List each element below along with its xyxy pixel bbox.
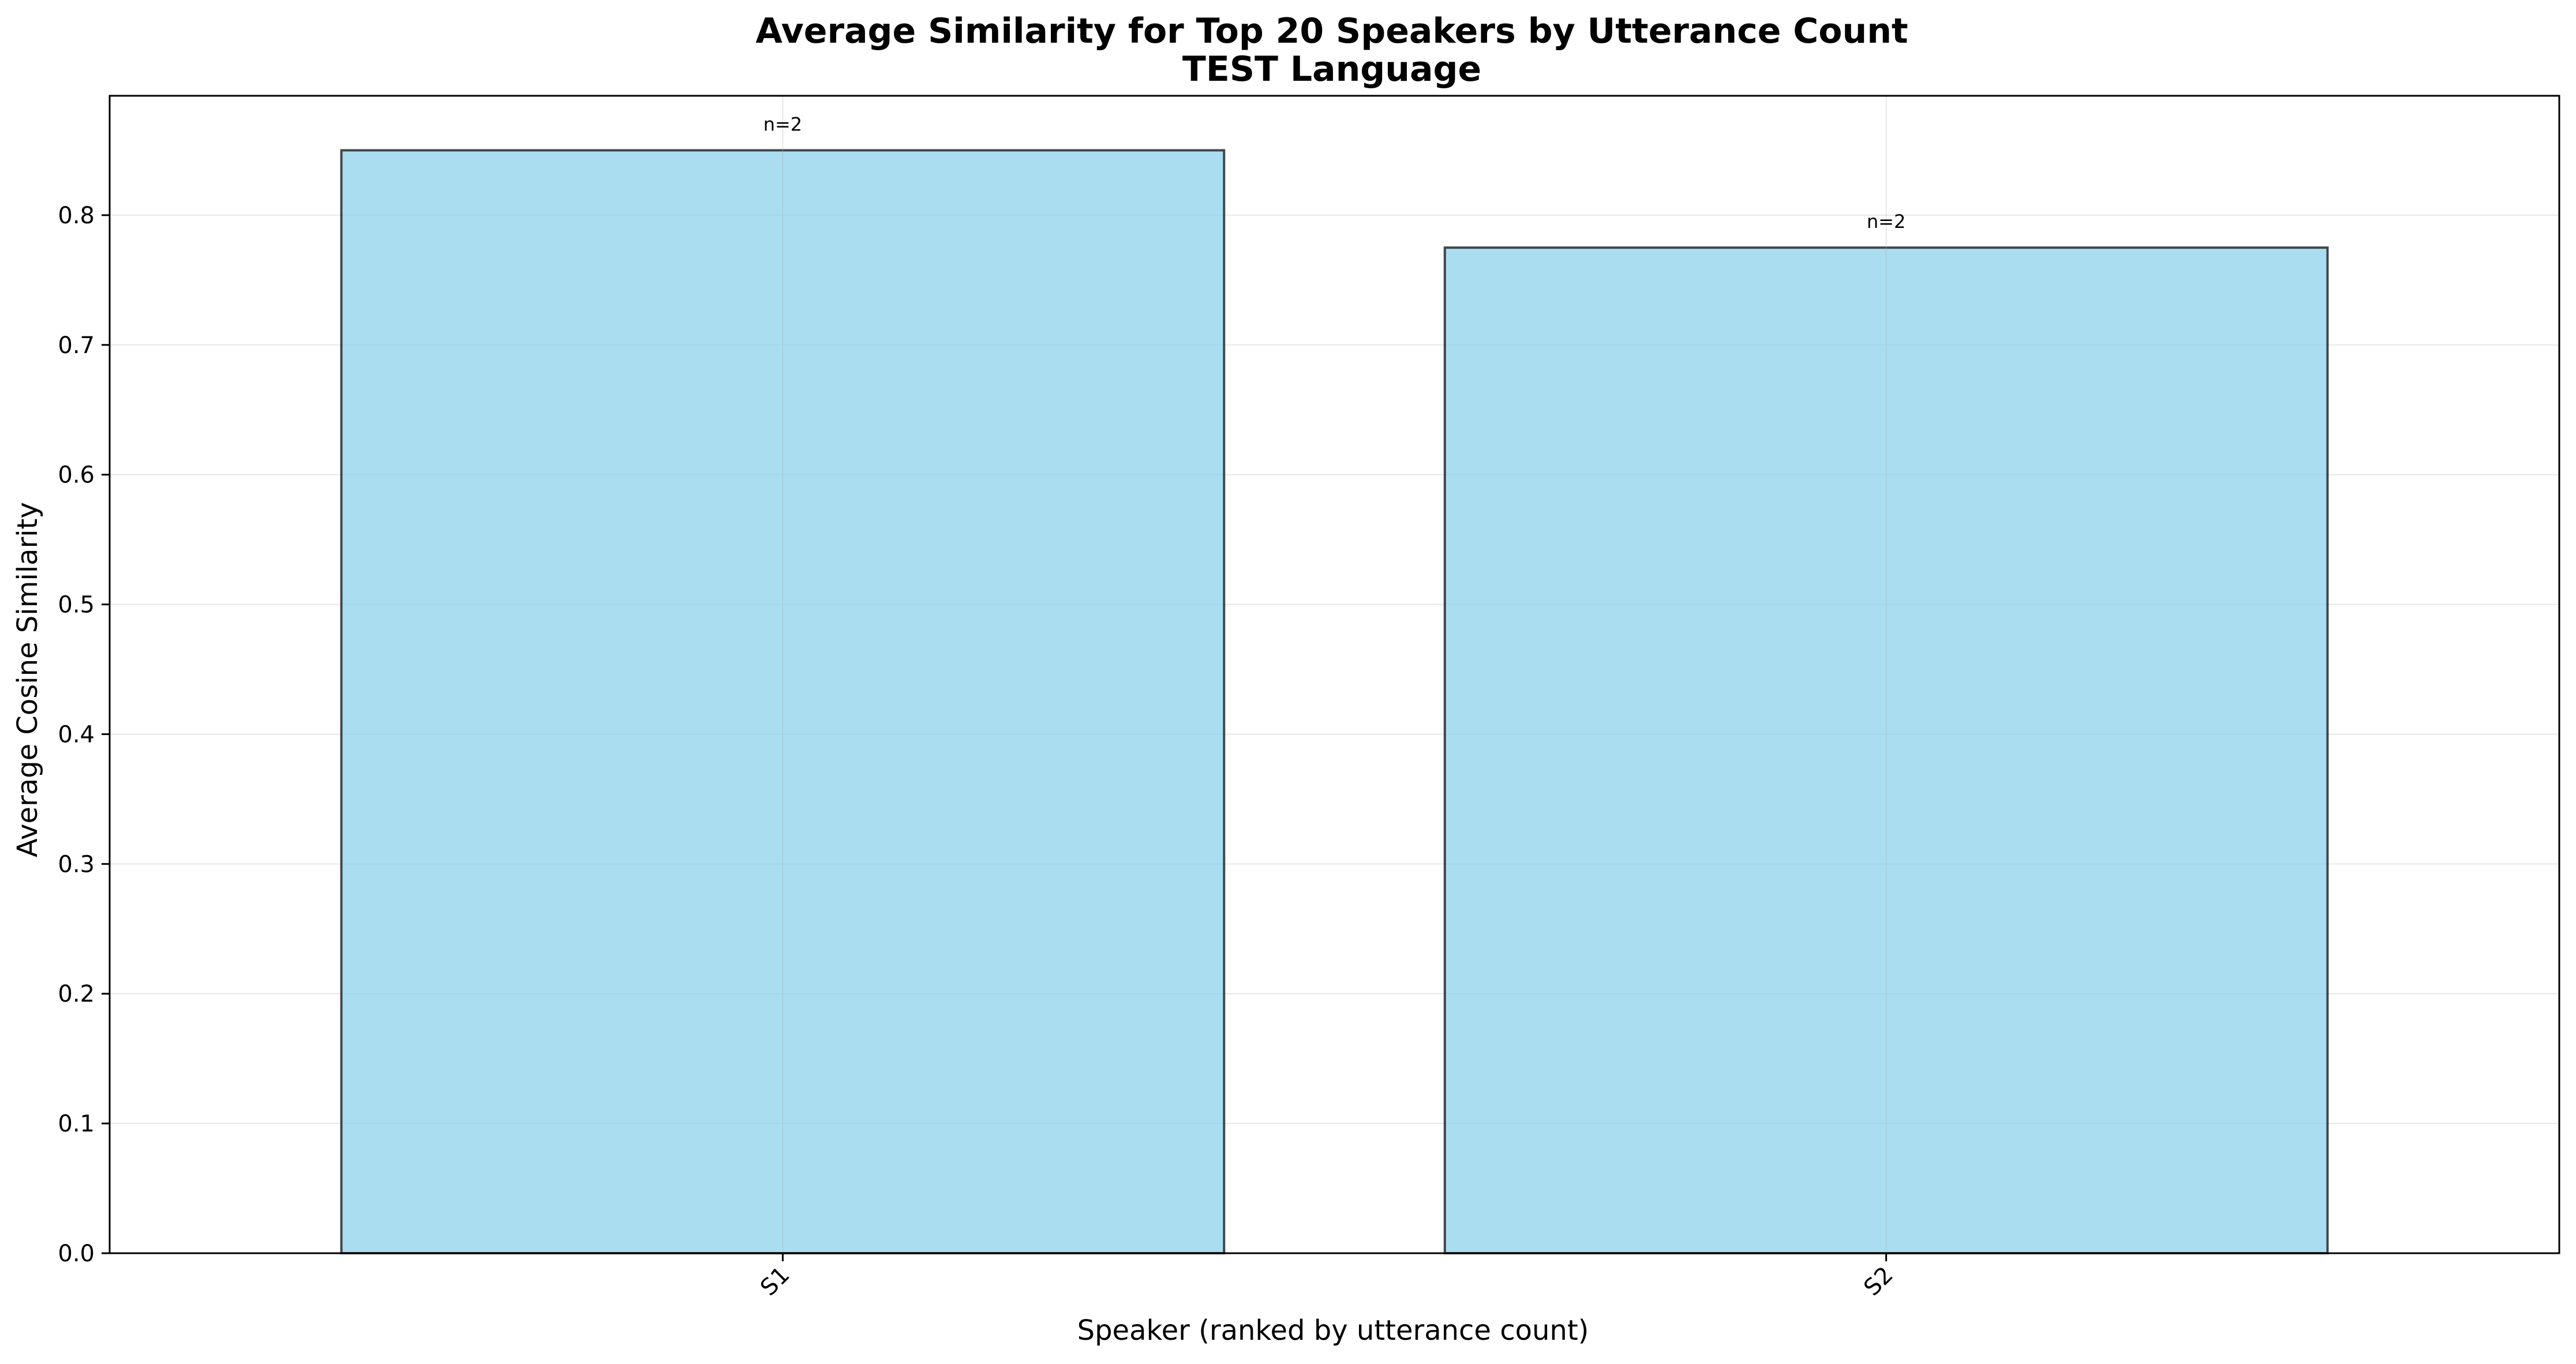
y-tick-label: 0.8 xyxy=(58,203,95,229)
y-tick-label: 0.3 xyxy=(58,851,95,878)
bar-s2 xyxy=(1443,246,2329,1255)
plot-frame xyxy=(108,95,2560,1254)
y-tick-label: 0.5 xyxy=(58,592,95,619)
y-axis-label: Average Cosine Similarity xyxy=(12,502,44,857)
data-labels: n=2 n=2 xyxy=(763,113,1906,233)
chart-subtitle: TEST Language xyxy=(1182,49,1481,89)
y-axis-ticks: 0.0 0.1 0.2 0.3 0.4 0.5 0.6 0.7 0.8 xyxy=(58,203,110,1267)
chart-title: Average Similarity for Top 20 Speakers b… xyxy=(755,11,1908,51)
x-axis-ticks: S1 S2 xyxy=(755,1253,1899,1301)
y-tick-label: 0.6 xyxy=(58,462,95,489)
y-tick-label: 0.7 xyxy=(58,332,95,359)
bars xyxy=(340,96,2329,1255)
x-tick-label: S2 xyxy=(1859,1262,1898,1301)
y-tick-label: 0.0 xyxy=(58,1241,95,1267)
x-tick-label: S1 xyxy=(755,1262,795,1301)
x-axis-label: Speaker (ranked by utterance count) xyxy=(1077,1314,1589,1347)
y-tick-label: 0.2 xyxy=(58,981,95,1007)
y-tick-label: 0.1 xyxy=(58,1111,95,1137)
y-tick-label: 0.4 xyxy=(58,721,95,748)
bar-data-label: n=2 xyxy=(763,113,802,135)
bar-data-label: n=2 xyxy=(1867,211,1905,233)
bar-s1 xyxy=(340,149,1226,1255)
